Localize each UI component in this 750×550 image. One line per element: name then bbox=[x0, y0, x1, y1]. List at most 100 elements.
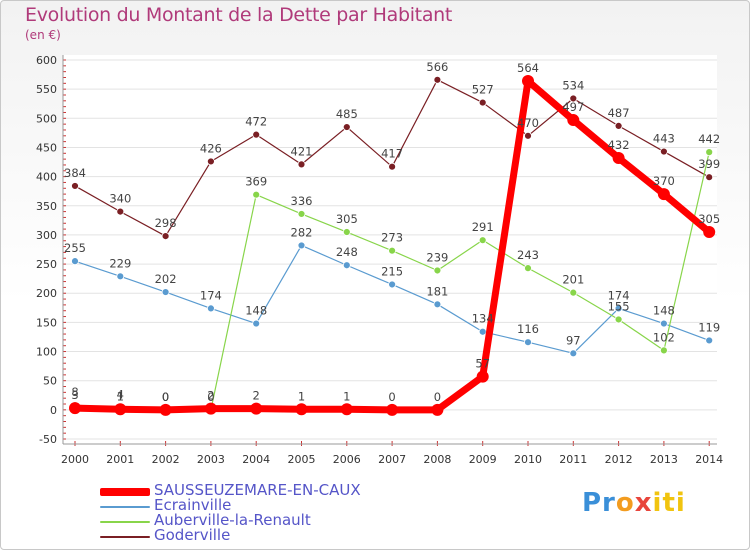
data-label-ecrainville: 116 bbox=[517, 322, 539, 336]
data-point-goderville bbox=[478, 98, 487, 107]
chart-plot: -500501001502002503003504004505005506002… bbox=[36, 54, 723, 466]
data-label-auberville-la-renault: 336 bbox=[291, 194, 313, 208]
y-tick-label: 50 bbox=[43, 375, 57, 388]
data-point-ecrainville bbox=[206, 304, 215, 313]
data-label-auberville-la-renault: 4 bbox=[117, 388, 124, 402]
data-point-goderville bbox=[161, 232, 170, 240]
data-point-sausseuzemare-en-caux bbox=[386, 403, 399, 416]
data-label-ecrainville: 97 bbox=[566, 333, 581, 347]
data-label-goderville: 485 bbox=[336, 107, 358, 121]
data-point-auberville-la-renault bbox=[660, 346, 668, 355]
data-point-goderville bbox=[252, 130, 261, 139]
x-tick-label: 2011 bbox=[559, 453, 587, 466]
y-tick-label: 450 bbox=[36, 141, 57, 154]
data-point-sausseuzemare-en-caux bbox=[567, 114, 580, 127]
data-point-sausseuzemare-en-caux bbox=[114, 403, 127, 416]
y-tick-label: 500 bbox=[36, 112, 57, 125]
x-tick-label: 2012 bbox=[605, 453, 633, 466]
data-point-ecrainville bbox=[478, 327, 487, 336]
data-label-sausseuzemare-en-caux: 2 bbox=[207, 389, 214, 403]
data-label-goderville: 527 bbox=[472, 83, 494, 97]
data-label-goderville: 421 bbox=[291, 144, 313, 158]
y-tick-label: 300 bbox=[36, 229, 57, 242]
data-point-auberville-la-renault bbox=[252, 190, 261, 199]
data-point-goderville bbox=[660, 147, 668, 156]
data-label-sausseuzemare-en-caux: 305 bbox=[698, 212, 720, 226]
data-point-goderville bbox=[206, 157, 215, 166]
data-point-goderville bbox=[116, 207, 125, 216]
proxiti-logo: Proxiti bbox=[582, 488, 686, 518]
data-point-sausseuzemare-en-caux bbox=[431, 403, 444, 416]
data-label-auberville-la-renault: 102 bbox=[653, 330, 675, 344]
data-point-auberville-la-renault bbox=[433, 266, 442, 275]
data-label-auberville-la-renault: 155 bbox=[608, 299, 630, 313]
data-point-sausseuzemare-en-caux bbox=[476, 370, 489, 383]
data-point-sausseuzemare-en-caux bbox=[69, 402, 81, 415]
data-label-goderville: 384 bbox=[64, 166, 86, 180]
data-point-sausseuzemare-en-caux bbox=[657, 188, 670, 201]
data-point-ecrainville bbox=[524, 338, 532, 347]
data-label-goderville: 417 bbox=[381, 147, 403, 161]
x-tick-label: 2010 bbox=[514, 453, 542, 466]
data-point-goderville bbox=[388, 162, 397, 171]
legend-label: SAUSSEUZEMARE-EN-CAUX bbox=[154, 481, 361, 499]
y-tick-label: 150 bbox=[36, 316, 57, 329]
x-tick-label: 2008 bbox=[423, 453, 451, 466]
x-tick-label: 2007 bbox=[378, 453, 406, 466]
data-point-auberville-la-renault bbox=[569, 288, 578, 297]
data-label-sausseuzemare-en-caux: 564 bbox=[517, 61, 539, 75]
y-tick-label: 550 bbox=[36, 83, 57, 96]
data-label-sausseuzemare-en-caux: 2 bbox=[253, 389, 260, 403]
y-tick-label: -50 bbox=[39, 433, 57, 446]
data-label-ecrainville: 255 bbox=[64, 241, 86, 255]
x-tick-label: 2004 bbox=[242, 453, 270, 466]
legend-swatch bbox=[100, 536, 150, 538]
data-point-auberville-la-renault bbox=[478, 236, 487, 245]
data-label-sausseuzemare-en-caux: 1 bbox=[298, 389, 305, 403]
y-tick-label: 100 bbox=[36, 346, 57, 359]
data-point-ecrainville bbox=[388, 280, 397, 289]
data-label-sausseuzemare-en-caux: 497 bbox=[562, 100, 584, 114]
data-point-sausseuzemare-en-caux bbox=[295, 403, 308, 416]
data-point-auberville-la-renault bbox=[342, 228, 351, 236]
data-point-ecrainville bbox=[433, 300, 442, 309]
data-point-auberville-la-renault bbox=[297, 210, 306, 218]
data-point-ecrainville bbox=[116, 272, 125, 281]
y-tick-label: 0 bbox=[50, 404, 57, 417]
data-label-sausseuzemare-en-caux: 0 bbox=[162, 390, 169, 404]
data-label-ecrainville: 174 bbox=[608, 288, 630, 302]
data-label-sausseuzemare-en-caux: 370 bbox=[653, 174, 675, 188]
data-label-auberville-la-renault: 201 bbox=[562, 273, 584, 287]
data-label-ecrainville: 282 bbox=[291, 225, 313, 239]
data-label-ecrainville: 174 bbox=[200, 288, 222, 302]
data-point-goderville bbox=[342, 123, 351, 131]
data-point-sausseuzemare-en-caux bbox=[612, 151, 625, 164]
data-point-ecrainville bbox=[614, 304, 623, 313]
logo-part: o bbox=[615, 488, 635, 518]
data-point-goderville bbox=[705, 173, 714, 182]
data-label-ecrainville: 148 bbox=[653, 304, 675, 318]
data-point-goderville bbox=[297, 160, 306, 169]
data-label-goderville: 298 bbox=[155, 216, 177, 230]
data-label-auberville-la-renault: 0 bbox=[207, 390, 214, 404]
x-tick-label: 2014 bbox=[695, 453, 723, 466]
data-label-sausseuzemare-en-caux: 432 bbox=[608, 138, 630, 152]
data-label-auberville-la-renault: 273 bbox=[381, 231, 403, 245]
data-label-auberville-la-renault: 291 bbox=[472, 220, 494, 234]
data-label-sausseuzemare-en-caux: 1 bbox=[343, 389, 350, 403]
data-label-goderville: 534 bbox=[562, 78, 584, 92]
data-point-ecrainville bbox=[161, 288, 170, 296]
data-label-sausseuzemare-en-caux: 1 bbox=[117, 389, 124, 403]
y-tick-label: 250 bbox=[36, 258, 57, 271]
data-point-ecrainville bbox=[342, 261, 351, 270]
data-label-goderville: 487 bbox=[608, 106, 630, 120]
data-label-ecrainville: 229 bbox=[109, 256, 131, 270]
data-label-auberville-la-renault: 239 bbox=[426, 250, 448, 264]
chart-subtitle: (en €) bbox=[25, 28, 61, 42]
data-label-ecrainville: 119 bbox=[698, 320, 720, 334]
data-point-goderville bbox=[433, 75, 442, 84]
legend-swatch bbox=[100, 488, 150, 496]
legend-swatch bbox=[100, 506, 150, 508]
data-label-auberville-la-renault: 243 bbox=[517, 248, 539, 262]
data-label-sausseuzemare-en-caux: 3 bbox=[71, 388, 78, 402]
